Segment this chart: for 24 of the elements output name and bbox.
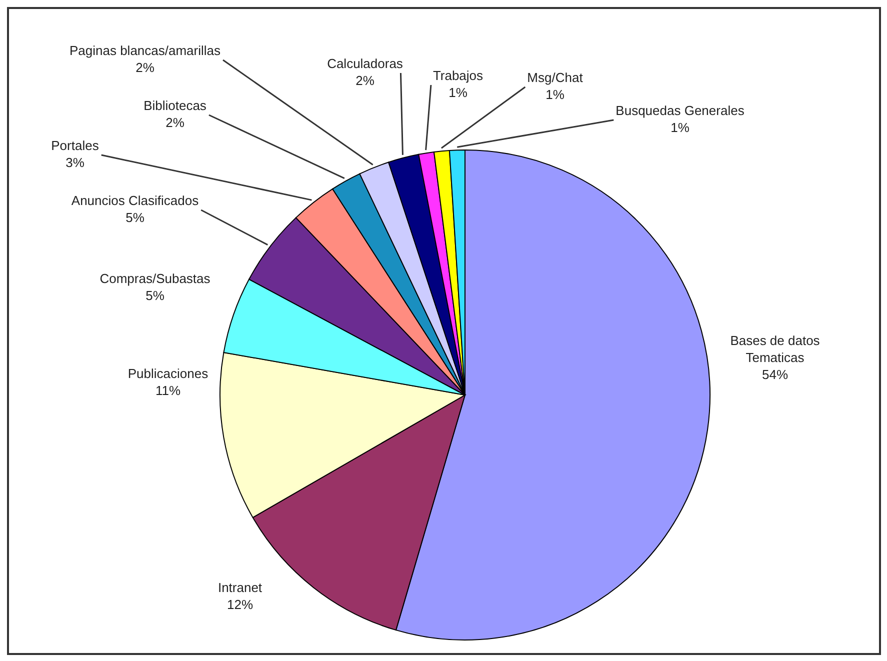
slice-label: Anuncios Clasificados bbox=[71, 193, 200, 208]
slice-label: Publicaciones bbox=[128, 366, 209, 381]
slice-label: Calculadoras bbox=[327, 56, 404, 71]
data-label: 1% bbox=[546, 87, 565, 102]
data-label: 2% bbox=[136, 60, 155, 75]
data-label: 2% bbox=[356, 73, 375, 88]
slice-label: Busquedas Generales bbox=[616, 103, 745, 118]
slice-label: Bases de datos Tematicas bbox=[730, 333, 820, 365]
data-label: 54% bbox=[762, 367, 788, 382]
data-label: 1% bbox=[448, 85, 468, 100]
data-label: 5% bbox=[126, 210, 145, 225]
data-label: 5% bbox=[146, 288, 165, 303]
data-label: 3% bbox=[66, 155, 85, 170]
slice-label: Bibliotecas bbox=[144, 98, 207, 113]
data-label: 2% bbox=[166, 115, 185, 130]
slice-label: Paginas blancas/amarillas bbox=[69, 43, 222, 58]
slice-label: Trabajos bbox=[432, 68, 484, 83]
data-label: 12% bbox=[226, 597, 254, 612]
data-label: 11% bbox=[155, 383, 181, 398]
slice-label: Compras/Subastas bbox=[100, 271, 211, 286]
data-label: 1% bbox=[670, 120, 690, 135]
slice-label: Portales bbox=[51, 138, 100, 153]
slice-label: Intranet bbox=[218, 580, 262, 595]
slice-label: Msg/Chat bbox=[527, 70, 584, 85]
